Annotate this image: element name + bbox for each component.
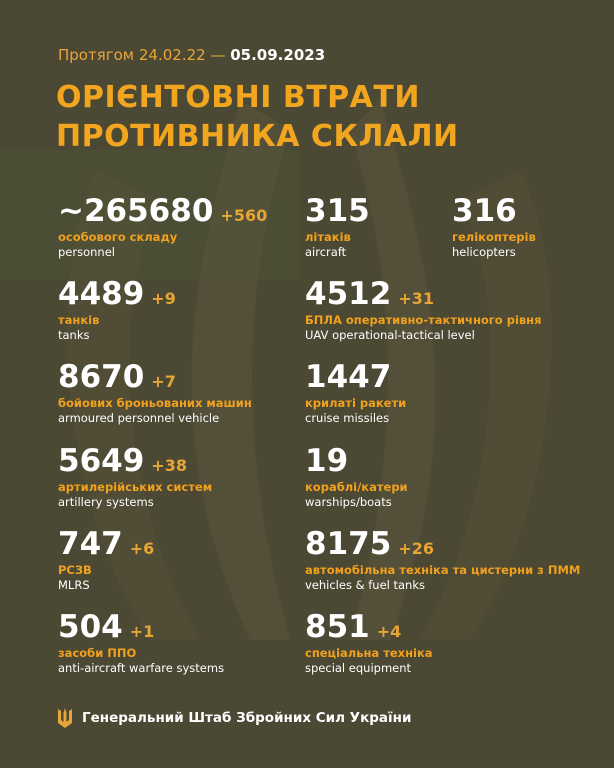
label-en: helicopters bbox=[452, 245, 516, 259]
loss-value: 1447 bbox=[305, 359, 392, 395]
label-en: cruise missiles bbox=[305, 411, 390, 425]
label-uk: літаків bbox=[305, 230, 351, 244]
loss-item: 747 +6 РСЗВ MLRS bbox=[58, 529, 154, 593]
footer: Генеральний Штаб Збройних Сил України bbox=[82, 710, 412, 726]
loss-item: 8175 +26 автомобільна техніка та цистерни … bbox=[305, 529, 581, 593]
loss-delta: +4 bbox=[376, 622, 402, 641]
loss-delta: +9 bbox=[151, 289, 176, 308]
trident-icon bbox=[58, 708, 72, 728]
loss-item: 4512 +31 БПЛА оперативно-тактичного рівня U… bbox=[305, 279, 542, 343]
period-end: 05.09.2023 bbox=[230, 46, 326, 64]
loss-value: 851 bbox=[305, 609, 370, 645]
label-uk: РСЗВ bbox=[58, 563, 92, 577]
period-prefix: Протягом 24.02.22 — bbox=[58, 46, 226, 64]
loss-item: 851 +4 спеціальна техніка special equipment bbox=[305, 612, 433, 676]
loss-item: 19 кораблі/катери warships/boats bbox=[305, 446, 408, 510]
label-en: personnel bbox=[58, 245, 115, 259]
loss-value: 19 bbox=[305, 443, 349, 479]
label-uk: особового складу bbox=[58, 230, 178, 244]
loss-item: 5649 +38 артилерійських систем artillery sy… bbox=[58, 446, 213, 510]
loss-delta: +7 bbox=[151, 372, 176, 391]
loss-item: 8670 +7 бойових броньованих машин armoured … bbox=[58, 362, 252, 426]
loss-value: 747 bbox=[58, 526, 123, 562]
loss-item: 1447 крилаті ракети cruise missiles bbox=[305, 362, 407, 426]
value-row: 851 +4 bbox=[305, 612, 433, 643]
label-en: warships/boats bbox=[305, 495, 392, 509]
value-row: 316 bbox=[452, 196, 536, 227]
loss-value: 4512 bbox=[305, 276, 392, 312]
value-row: 4512 +31 bbox=[305, 279, 542, 310]
loss-delta: +560 bbox=[220, 206, 268, 225]
loss-value: 316 bbox=[452, 193, 517, 229]
label-en: vehicles & fuel tanks bbox=[305, 578, 425, 592]
title-line: ПРОТИВНИКА СКЛАЛИ bbox=[56, 119, 459, 154]
loss-value: 4489 bbox=[58, 276, 145, 312]
value-row: 747 +6 bbox=[58, 529, 154, 560]
loss-value: 8670 bbox=[58, 359, 145, 395]
loss-value: 504 bbox=[58, 609, 123, 645]
period: Протягом 24.02.22 — 05.09.2023 bbox=[58, 46, 325, 64]
loss-item: ~265680 +560 особового складу personnel bbox=[58, 196, 267, 260]
loss-delta: +31 bbox=[398, 289, 434, 308]
label-uk: танків bbox=[58, 313, 100, 327]
loss-delta: +6 bbox=[129, 539, 155, 558]
label-en: aircraft bbox=[305, 245, 347, 259]
label-uk: артилерійських систем bbox=[58, 480, 213, 494]
loss-delta: +38 bbox=[151, 456, 187, 475]
loss-value: ~265680 bbox=[58, 193, 214, 229]
label-uk: кораблі/катери bbox=[305, 480, 408, 494]
loss-item: 4489 +9 танків tanks bbox=[58, 279, 176, 343]
label-en: special equipment bbox=[305, 661, 412, 675]
value-row: 504 +1 bbox=[58, 612, 224, 643]
label-uk: БПЛА оперативно-тактичного рівня bbox=[305, 313, 542, 327]
loss-delta: +26 bbox=[398, 539, 434, 558]
value-row: 5649 +38 bbox=[58, 446, 212, 477]
label-en: armoured personnel vehicle bbox=[58, 411, 220, 425]
label-en: tanks bbox=[58, 328, 90, 342]
loss-item: 316 гелікоптерів helicopters bbox=[452, 196, 536, 260]
value-row: 8175 +26 bbox=[305, 529, 580, 560]
label-uk: спеціальна техніка bbox=[305, 646, 433, 660]
loss-item: 504 +1 засоби ППО anti-aircraft warfare sys… bbox=[58, 612, 225, 676]
label-uk: бойових броньованих машин bbox=[58, 396, 252, 410]
value-row: ~265680 +560 bbox=[58, 196, 267, 227]
label-uk: засоби ППО bbox=[58, 646, 137, 660]
title-line: ОРІЄНТОВНІ ВТРАТИ bbox=[56, 80, 420, 115]
label-uk: гелікоптерів bbox=[452, 230, 536, 244]
value-row: 315 bbox=[305, 196, 370, 227]
loss-value: 8175 bbox=[305, 526, 392, 562]
loss-delta: +1 bbox=[129, 622, 155, 641]
label-en: MLRS bbox=[58, 578, 90, 592]
label-uk: крилаті ракети bbox=[305, 396, 407, 410]
label-en: artillery systems bbox=[58, 495, 154, 509]
value-row: 4489 +9 bbox=[58, 279, 176, 310]
label-en: UAV operational-tactical level bbox=[305, 328, 475, 342]
loss-value: 5649 bbox=[58, 443, 145, 479]
loss-value: 315 bbox=[305, 193, 370, 229]
loss-item: 315 літаків aircraft bbox=[305, 196, 370, 260]
value-row: 8670 +7 bbox=[58, 362, 252, 393]
value-row: 1447 bbox=[305, 362, 406, 393]
label-en: anti-aircraft warfare systems bbox=[58, 661, 225, 675]
value-row: 19 bbox=[305, 446, 408, 477]
label-uk: автомобільна техніка та цистерни з ПММ bbox=[305, 563, 581, 577]
